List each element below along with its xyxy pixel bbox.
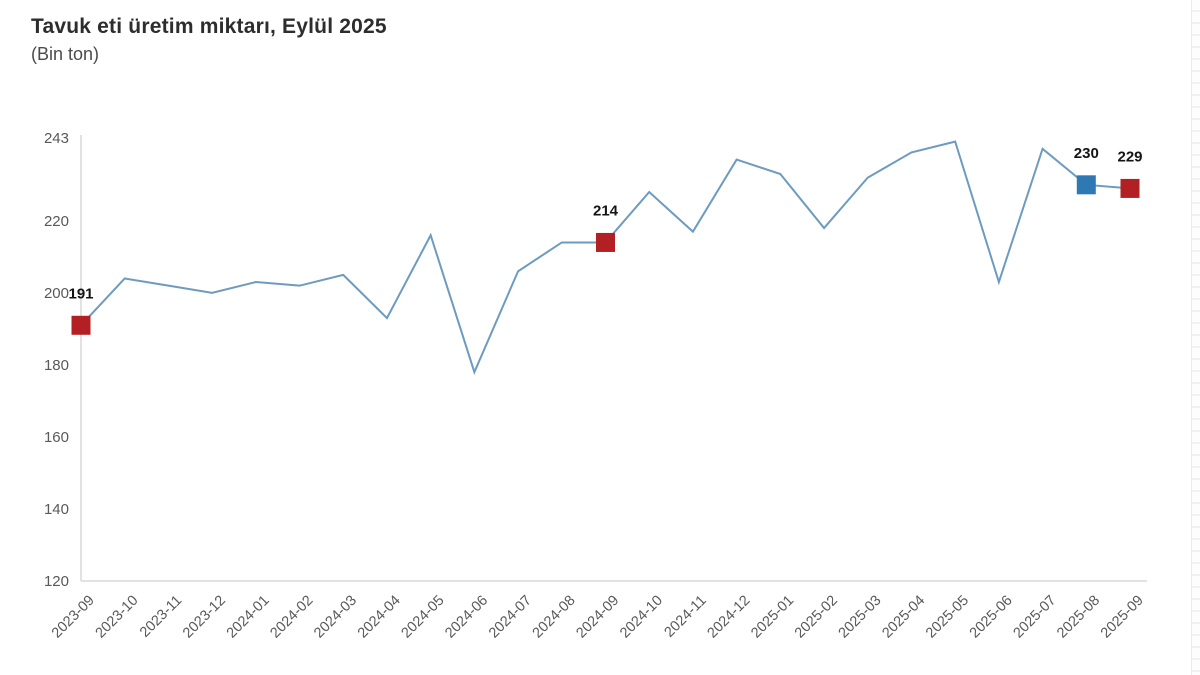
x-axis-tick-label: 2024-12 (705, 593, 754, 642)
x-axis-tick-label: 2025-04 (879, 593, 928, 642)
y-axis-tick-label: 220 (44, 213, 69, 230)
chart-header: Tavuk eti üretim miktarı, Eylül 2025 (Bi… (31, 14, 387, 65)
data-point-label: 191 (68, 285, 93, 302)
x-axis-tick-label: 2024-04 (355, 593, 404, 642)
x-axis-tick-label: 2023-09 (49, 593, 98, 642)
x-axis-tick-label: 2025-05 (923, 593, 972, 642)
x-axis-tick-label: 2025-09 (1098, 593, 1147, 642)
x-axis-tick-label: 2023-12 (180, 593, 229, 642)
data-point-marker-2024-09[interactable] (596, 232, 615, 252)
x-axis-tick-label: 2024-06 (442, 593, 491, 642)
x-axis-tick-label: 2024-02 (267, 593, 316, 642)
y-axis-tick-label: 180 (44, 357, 69, 374)
data-point-label: 230 (1074, 145, 1099, 162)
x-axis-tick-label: 2024-01 (224, 593, 273, 642)
chart-subtitle: (Bin ton) (31, 44, 100, 64)
x-axis-tick-label: 2024-09 (573, 593, 622, 642)
y-axis-tick-label: 120 (44, 573, 69, 590)
chart-title: Tavuk eti üretim miktarı, Eylül 2025 (31, 15, 387, 38)
y-axis-tick-label: 140 (44, 501, 69, 518)
data-point-marker-2023-09[interactable] (71, 315, 91, 335)
x-axis-tick-label: 2024-10 (617, 593, 666, 642)
x-axis-tick-label: 2025-07 (1010, 593, 1059, 642)
y-axis-tick-label: 243 (44, 130, 69, 147)
x-axis-tick-label: 2024-08 (530, 593, 579, 642)
x-axis-tick-label: 2025-03 (836, 593, 885, 642)
x-axis-tick-label: 2025-08 (1054, 593, 1103, 642)
x-axis-tick-label: 2024-03 (311, 593, 360, 642)
data-point-label: 229 (1117, 148, 1142, 165)
x-axis-tick-label: 2025-06 (967, 593, 1016, 642)
data-point-marker-2025-09[interactable] (1120, 178, 1140, 198)
y-axis-tick-label: 200 (44, 285, 69, 302)
x-axis-tick-label: 2024-07 (486, 593, 535, 642)
data-point-label: 214 (593, 202, 619, 219)
y-axis-tick-label: 160 (44, 429, 69, 446)
x-axis-tick-label: 2025-01 (748, 593, 797, 642)
x-axis-tick-label: 2025-02 (792, 593, 841, 642)
x-axis-tick-label: 2024-05 (399, 593, 448, 642)
scrollbar-track[interactable] (1191, 0, 1200, 675)
x-axis-tick-label: 2023-11 (137, 593, 185, 641)
x-axis-tick-label: 2023-10 (93, 593, 142, 642)
x-axis-tick-label: 2024-11 (662, 593, 710, 641)
data-point-marker-2025-08[interactable] (1076, 175, 1096, 195)
production-series-line (80, 140, 1131, 375)
